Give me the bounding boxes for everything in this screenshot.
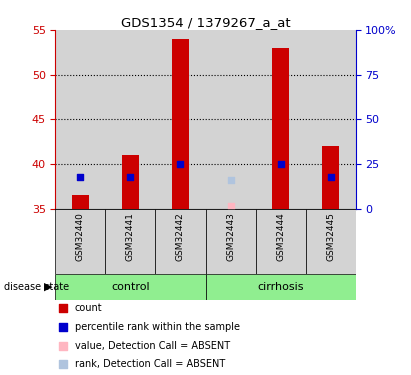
Bar	[155, 30, 206, 209]
Point	[270, 267, 277, 273]
Text: percentile rank within the sample: percentile rank within the sample	[75, 322, 240, 332]
Point	[127, 174, 134, 180]
Bar	[106, 209, 155, 274]
Text: count: count	[75, 303, 103, 313]
Text: GSM32441: GSM32441	[126, 212, 135, 261]
Text: cirrhosis: cirrhosis	[257, 282, 304, 292]
Bar	[256, 30, 305, 209]
Point	[177, 161, 184, 167]
Text: ▶: ▶	[44, 282, 53, 292]
Title: GDS1354 / 1379267_a_at: GDS1354 / 1379267_a_at	[121, 16, 290, 29]
Bar	[72, 195, 89, 209]
Bar	[155, 209, 206, 274]
Bar	[206, 209, 256, 274]
Text: value, Detection Call = ABSENT: value, Detection Call = ABSENT	[75, 340, 230, 351]
Point	[277, 161, 284, 167]
Point	[227, 203, 234, 209]
Text: control: control	[111, 282, 150, 292]
Bar	[55, 30, 106, 209]
Bar	[55, 274, 206, 300]
Bar	[172, 39, 189, 209]
Text: GSM32442: GSM32442	[176, 212, 185, 261]
Bar	[305, 30, 356, 209]
Bar	[322, 146, 339, 209]
Bar	[256, 209, 305, 274]
Point	[327, 174, 334, 180]
Point	[227, 177, 234, 183]
Text: disease state: disease state	[4, 282, 69, 292]
Bar	[272, 48, 289, 209]
Text: GSM32444: GSM32444	[276, 212, 285, 261]
Text: GSM32440: GSM32440	[76, 212, 85, 261]
Bar	[206, 274, 356, 300]
Text: rank, Detection Call = ABSENT: rank, Detection Call = ABSENT	[75, 359, 225, 369]
Bar	[305, 209, 356, 274]
Bar	[106, 30, 155, 209]
Bar	[206, 30, 256, 209]
Point	[77, 174, 84, 180]
Text: GSM32443: GSM32443	[226, 212, 235, 261]
Point	[270, 99, 277, 105]
Bar	[55, 209, 106, 274]
Text: GSM32445: GSM32445	[326, 212, 335, 261]
Bar	[122, 155, 139, 209]
